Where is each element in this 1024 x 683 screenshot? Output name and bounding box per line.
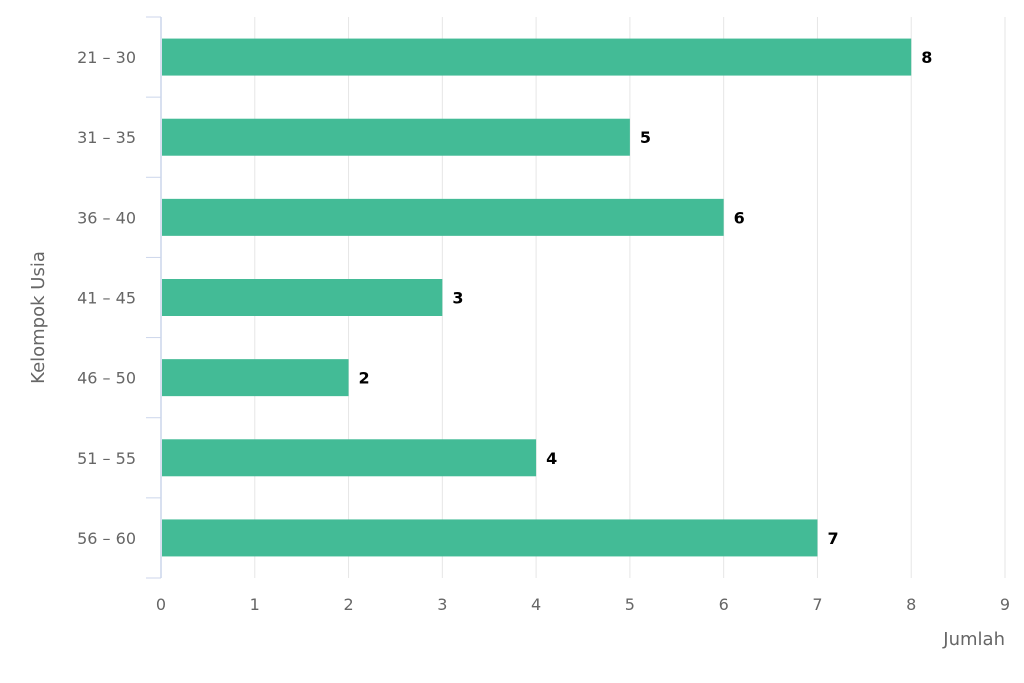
x-tick-label: 5 bbox=[625, 595, 635, 614]
bar[interactable] bbox=[162, 359, 349, 397]
data-label: 7 bbox=[827, 529, 838, 548]
bar[interactable] bbox=[162, 519, 818, 557]
x-axis-title: Jumlah bbox=[942, 629, 1005, 650]
y-axis-title: Kelompok Usia bbox=[28, 251, 49, 384]
x-tick-label: 7 bbox=[812, 595, 822, 614]
x-tick-label: 3 bbox=[437, 595, 447, 614]
data-label: 3 bbox=[452, 289, 463, 308]
grid-lines bbox=[254, 17, 1006, 578]
x-tick-label: 6 bbox=[719, 595, 729, 614]
x-tick-label: 1 bbox=[250, 595, 260, 614]
data-label: 5 bbox=[640, 128, 651, 147]
bar[interactable] bbox=[162, 279, 443, 316]
x-tick-label: 9 bbox=[1000, 595, 1010, 614]
x-tick-label: 8 bbox=[906, 595, 916, 614]
bars bbox=[162, 38, 912, 557]
data-label: 4 bbox=[546, 449, 557, 468]
bar[interactable] bbox=[162, 38, 912, 76]
y-tick-label: 41 – 45 bbox=[77, 289, 136, 308]
bar[interactable] bbox=[162, 439, 537, 477]
y-tick-label: 31 – 35 bbox=[77, 128, 136, 147]
y-tick-label: 21 – 30 bbox=[77, 48, 136, 67]
y-tick-label: 56 – 60 bbox=[77, 529, 136, 548]
y-tick-labels: 21 – 30 31 – 35 36 – 40 41 – 45 46 – 50 51 – … bbox=[77, 48, 136, 548]
x-tick-label: 0 bbox=[156, 595, 166, 614]
y-axis bbox=[146, 16, 162, 579]
data-label: 8 bbox=[921, 48, 932, 67]
y-tick-label: 36 – 40 bbox=[77, 208, 136, 227]
y-tick-label: 46 – 50 bbox=[77, 369, 136, 388]
x-tick-label: 4 bbox=[531, 595, 541, 614]
data-label: 2 bbox=[359, 369, 370, 388]
bar[interactable] bbox=[162, 198, 724, 236]
data-label: 6 bbox=[734, 208, 745, 227]
x-tick-label: 2 bbox=[343, 595, 353, 614]
x-tick-labels: 0 1 2 3 4 5 6 7 8 9 bbox=[156, 595, 1010, 614]
bar[interactable] bbox=[162, 118, 630, 156]
data-labels: 8 5 6 3 2 4 7 bbox=[359, 48, 933, 548]
y-tick-label: 51 – 55 bbox=[77, 449, 136, 468]
